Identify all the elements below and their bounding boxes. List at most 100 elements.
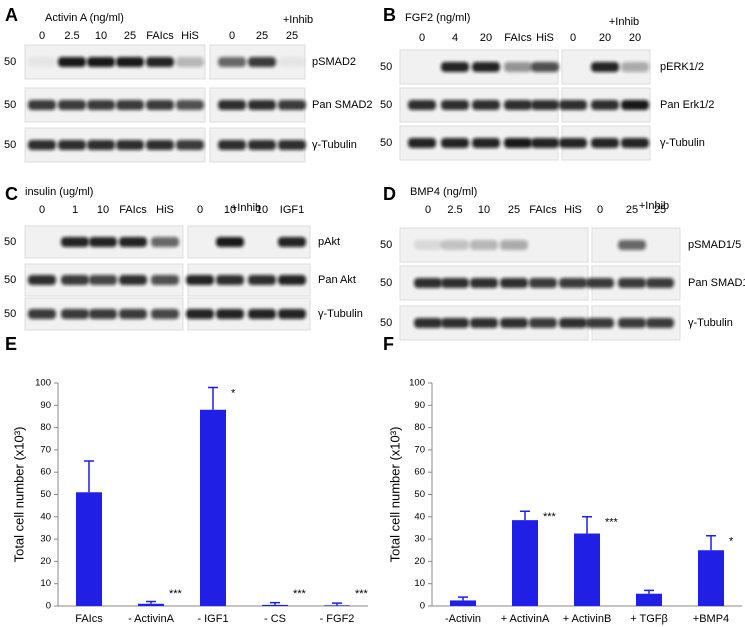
band [216, 237, 244, 247]
y-axis-label: Total cell number (x10³) [387, 427, 402, 563]
y-tick-label: 100 [35, 378, 51, 389]
band [28, 309, 56, 319]
error-bar [706, 535, 716, 551]
band [646, 318, 674, 328]
x-tick-label: - FGF2 [320, 613, 355, 625]
significance: *** [543, 511, 557, 523]
band [621, 100, 649, 110]
inhibitor-label: +Inhib [609, 16, 639, 28]
lane-label: 20 [480, 32, 492, 44]
band [618, 240, 646, 250]
error-bar [146, 600, 156, 604]
band [408, 138, 436, 148]
lane-label: 0 [597, 204, 603, 216]
band [61, 237, 89, 247]
band [441, 278, 469, 288]
band [248, 140, 276, 150]
marker-label: 50 [4, 99, 16, 111]
lane-label: 25 [286, 30, 298, 42]
y-tick-label: 90 [414, 400, 425, 411]
lane-label: 20 [599, 32, 611, 44]
bar [636, 593, 662, 606]
band [116, 100, 144, 110]
blot-title: insulin (ug/ml) [25, 186, 93, 198]
band [591, 62, 619, 72]
band [278, 57, 306, 67]
band [28, 275, 56, 285]
bar [698, 550, 724, 606]
band [441, 318, 469, 328]
band [531, 100, 559, 110]
band [414, 278, 442, 288]
band [591, 100, 619, 110]
marker-label: 50 [380, 317, 392, 329]
band [586, 318, 614, 328]
marker-label: 50 [380, 277, 392, 289]
lane-label: HiS [156, 204, 174, 216]
band [216, 275, 244, 285]
y-tick-label: 10 [40, 578, 51, 589]
band [218, 100, 246, 110]
x-tick-label: - ActivinA [128, 613, 175, 625]
band [472, 62, 500, 72]
marker-label: 50 [4, 308, 16, 320]
panel-letter: C [5, 184, 18, 204]
error-bar [84, 460, 94, 493]
y-tick-label: 0 [420, 601, 425, 612]
lane-label: 25 [256, 30, 268, 42]
band [278, 309, 306, 319]
lane-label: 2.5 [64, 30, 79, 42]
band [248, 57, 276, 67]
row-label: γ-Tubulin [318, 308, 363, 320]
band [119, 237, 147, 247]
y-tick-label: 90 [40, 400, 51, 411]
marker-label: 50 [380, 239, 392, 251]
lane-label: 0 [419, 32, 425, 44]
error-bar [332, 602, 342, 606]
band [146, 57, 174, 67]
band [28, 140, 56, 150]
band [87, 57, 115, 67]
bar [324, 605, 350, 606]
bar [450, 600, 476, 606]
row-label: pSMAD1/5 [688, 239, 741, 251]
band [116, 140, 144, 150]
lane-label: 0 [425, 204, 431, 216]
band [176, 140, 204, 150]
bar [200, 409, 226, 606]
significance: *** [169, 588, 183, 600]
lane-label: 25 [124, 30, 136, 42]
band [218, 57, 246, 67]
lane-label: 2.5 [447, 204, 462, 216]
band [89, 275, 117, 285]
lane-label: 0 [39, 30, 45, 42]
band [278, 100, 306, 110]
bar [262, 604, 288, 606]
band [470, 318, 498, 328]
band [646, 278, 674, 288]
band [248, 275, 276, 285]
row-label: pAkt [318, 236, 340, 248]
x-tick-label: -Activin [445, 613, 481, 625]
row-label: Pan SMAD2 [312, 99, 373, 111]
band [470, 240, 498, 250]
lane-label: FAIcs [504, 32, 532, 44]
band [504, 62, 532, 72]
row-label: Pan Akt [318, 274, 356, 286]
band [472, 138, 500, 148]
lane-label: 1 [72, 204, 78, 216]
band [116, 57, 144, 67]
y-tick-label: 50 [40, 489, 51, 500]
y-tick-label: 60 [40, 467, 51, 478]
lane-label: 4 [452, 32, 458, 44]
inhibitor-label: +Inhib [283, 14, 313, 26]
band [176, 57, 204, 67]
lane-label: 10 [256, 204, 268, 216]
y-tick-label: 40 [40, 511, 51, 522]
x-tick-label: + ActivinB [563, 613, 612, 625]
row-label: pERK1/2 [660, 61, 704, 73]
marker-label: 50 [380, 61, 392, 73]
band [89, 309, 117, 319]
band [278, 237, 306, 247]
